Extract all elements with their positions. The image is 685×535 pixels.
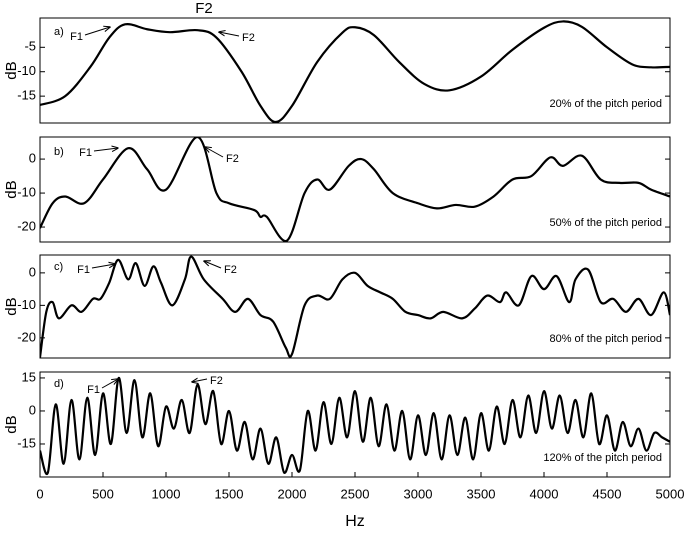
x-tick-label: 500 (92, 486, 114, 501)
panel-note: 50% of the pitch period (549, 217, 662, 229)
y-tick-label: -15 (17, 435, 36, 450)
line (40, 20, 670, 123)
annotation: F1 (77, 264, 90, 276)
panel-label: b) (54, 146, 64, 158)
y-axis-label: dB (3, 415, 20, 433)
annotation: F1 (87, 384, 100, 396)
y-tick-label: 0 (29, 264, 36, 279)
y-axis-label: dB (3, 297, 20, 315)
annotation: F2 (224, 264, 237, 276)
chart-title: F2 (195, 0, 213, 17)
annotation: F1 (79, 147, 92, 159)
x-tick-label: 3500 (467, 486, 496, 501)
y-tick-label: 0 (29, 151, 36, 166)
plot-frame (39, 136, 671, 243)
annotation-arrow (192, 379, 208, 382)
panel-label: c) (54, 261, 63, 273)
y-axis-label: dB (3, 180, 20, 198)
y-axis-label: dB (3, 61, 20, 79)
y-tick-label: 0 (29, 402, 36, 417)
annotation-arrow (204, 261, 222, 269)
x-tick-label: 3000 (404, 486, 433, 501)
panel-note: 20% of the pitch period (549, 98, 662, 110)
x-tick-label: 5000 (656, 486, 685, 501)
annotation-arrow (93, 148, 118, 151)
annotation: F2 (210, 375, 223, 387)
y-tick-label: 15 (22, 369, 36, 384)
annotation-arrow (219, 32, 240, 37)
annotation: F2 (242, 32, 255, 44)
line (40, 376, 670, 476)
x-tick-label: 4500 (593, 486, 622, 501)
y-tick-label: -10 (17, 297, 36, 312)
line (40, 255, 670, 358)
annotation-arrow (84, 27, 110, 36)
annotation: F2 (226, 153, 239, 165)
panel-note: 120% of the pitch period (543, 452, 662, 464)
x-tick-label: 2500 (341, 486, 370, 501)
annotation-arrow (205, 147, 224, 158)
y-tick-label: -20 (17, 329, 36, 344)
panel-note: 80% of the pitch period (549, 333, 662, 345)
y-tick-label: -20 (17, 218, 36, 233)
panel-label: d) (54, 378, 64, 390)
plot-frame (39, 254, 671, 359)
panel-label: a) (54, 26, 64, 38)
x-tick-label: 1500 (215, 486, 244, 501)
annotation-arrow (91, 264, 115, 269)
y-tick-label: -10 (17, 185, 36, 200)
y-tick-label: -15 (17, 88, 36, 103)
plot-frame (39, 17, 671, 124)
line (40, 137, 670, 242)
x-axis-label: Hz (345, 513, 365, 530)
annotation-arrow (101, 379, 118, 389)
annotation: F1 (70, 31, 83, 43)
y-tick-label: -5 (24, 39, 36, 54)
x-tick-label: 4000 (530, 486, 559, 501)
x-tick-label: 1000 (152, 486, 181, 501)
x-tick-label: 2000 (278, 486, 307, 501)
x-tick-label: 0 (36, 486, 43, 501)
y-tick-label: -10 (17, 63, 36, 78)
